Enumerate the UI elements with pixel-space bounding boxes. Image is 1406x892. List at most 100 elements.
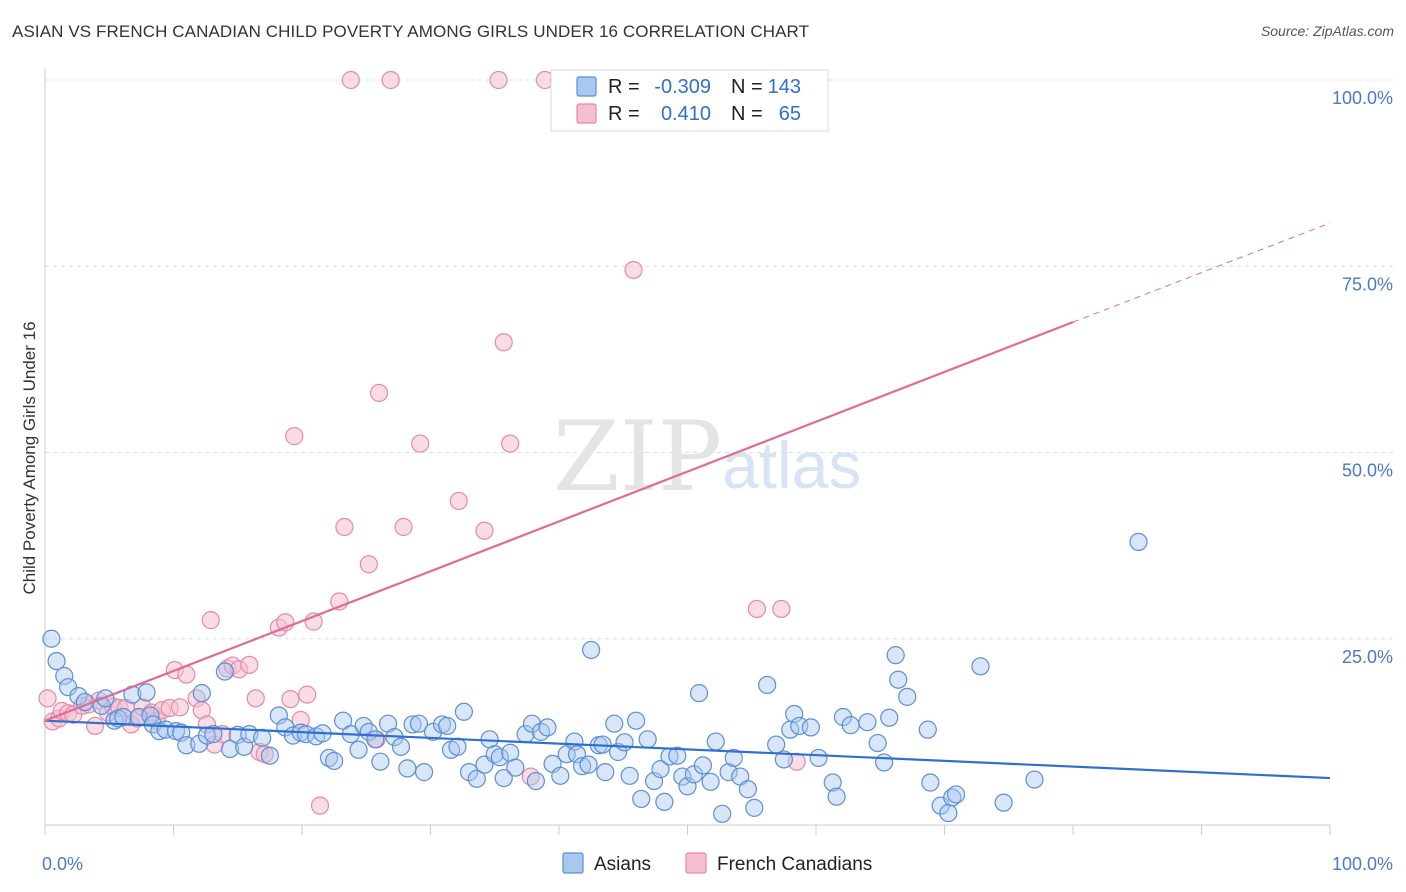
legend-r-value-asian: -0.309 (654, 76, 711, 98)
asian-point (398, 759, 417, 778)
asian-point (939, 803, 958, 823)
asian-point (349, 740, 368, 759)
asian-point (668, 746, 687, 765)
asian-point (701, 772, 720, 791)
asian-point (366, 730, 385, 749)
french-canadian-point (38, 689, 57, 708)
bottom-legend-asian-label: Asians (594, 854, 651, 875)
french-canadian-trend-extension (1072, 222, 1331, 323)
french-canadian-point (475, 521, 494, 540)
asian-point (626, 711, 646, 730)
asian-point (47, 651, 66, 671)
asian-point (414, 763, 434, 782)
asian-point (638, 730, 657, 749)
asian-point (889, 670, 908, 689)
asian-point (596, 763, 615, 782)
asian-point (823, 773, 842, 792)
y-axis-label: Child Poverty Among Girls Under 16 (20, 321, 39, 594)
french-canadian-point (281, 689, 300, 709)
asian-point (1025, 770, 1044, 789)
french-canadian-point (449, 491, 468, 511)
grid-lines (45, 79, 1395, 640)
asian-point (713, 804, 732, 823)
asian-point (319, 748, 339, 768)
french-canadian-point (411, 434, 430, 453)
asian-point (391, 737, 411, 756)
french-canadian-point (359, 555, 378, 574)
asian-point (745, 798, 764, 817)
x-tick-label-max: 100.0% (1332, 854, 1393, 874)
asian-point (1129, 532, 1148, 552)
french-canadian-point (772, 599, 791, 619)
watermark-zip: ZIP (553, 401, 722, 513)
asian-point (582, 640, 601, 660)
bottom-legend-french-swatch (685, 852, 707, 874)
asian-point (620, 766, 639, 785)
french-canadian-point (170, 698, 190, 717)
y-tick-label: 25.0% (1342, 647, 1393, 667)
asian-point (918, 720, 937, 739)
asian-point (767, 735, 786, 754)
legend-n-value-french: 65 (779, 103, 801, 125)
asian-point (615, 733, 634, 752)
french-canadian-point (86, 716, 105, 736)
asian-point (192, 684, 211, 703)
asian-point (260, 746, 279, 765)
tick-labels: 25.0% 50.0% 75.0% 100.0% 0.0% 100.0% (42, 88, 1393, 874)
french-canadian-point (246, 689, 265, 708)
asian-point (605, 714, 624, 733)
asian-point (655, 792, 674, 812)
legend-n-value-asian: 143 (768, 76, 801, 98)
asian-point (567, 745, 587, 764)
french-canadian-point (394, 517, 413, 537)
bottom-legend-asian-swatch (562, 852, 584, 874)
french-canadian-point (370, 383, 389, 402)
asian-point (841, 716, 860, 735)
asian-point (651, 760, 670, 779)
asian-point (220, 739, 240, 759)
correlation-legend: R = -0.309 N = 143 R = 0.410 N = 65 (550, 69, 829, 132)
x-tick-label-min: 0.0% (42, 854, 83, 874)
asian-point (886, 646, 905, 665)
french-canadian-point (381, 70, 400, 90)
french-canadian-point (291, 710, 310, 730)
asian-point (494, 768, 513, 788)
asian-point (403, 715, 422, 734)
asian-point (632, 789, 651, 809)
asian-point (758, 675, 777, 695)
legend-r-label-french: R = (608, 103, 640, 125)
asian-point (693, 756, 713, 775)
asian-point (706, 732, 725, 751)
french-canadian-point (310, 796, 330, 815)
french-canadian-point (624, 260, 643, 280)
asian-point (774, 750, 793, 769)
asian-points (42, 532, 1148, 823)
asian-point (137, 683, 156, 702)
asian-point (579, 755, 598, 774)
french-canadian-point (494, 333, 513, 352)
asian-point (573, 757, 592, 776)
legend-french-swatch (576, 103, 597, 124)
asian-point (868, 733, 887, 753)
french-canadian-point (341, 70, 360, 90)
french-canadian-point (298, 685, 317, 704)
watermark: ZIP atlas (553, 401, 861, 513)
asian-point (448, 737, 467, 756)
french-canadian-trend-line (44, 321, 1074, 722)
asian-point (724, 748, 743, 768)
trend-lines (44, 222, 1331, 780)
asian-point (467, 769, 486, 788)
bottom-legend-french-label: French Canadians (717, 854, 872, 875)
french-canadian-point (201, 611, 220, 630)
asian-point (689, 684, 709, 703)
french-canadian-point (335, 517, 354, 537)
asian-point (526, 771, 545, 791)
legend-asian-swatch (576, 76, 597, 97)
legend-box (550, 69, 829, 132)
asian-point (827, 787, 846, 806)
asian-point (994, 793, 1013, 812)
asian-point (334, 711, 353, 730)
asian-point (921, 773, 940, 792)
french-canadian-point (747, 599, 766, 619)
